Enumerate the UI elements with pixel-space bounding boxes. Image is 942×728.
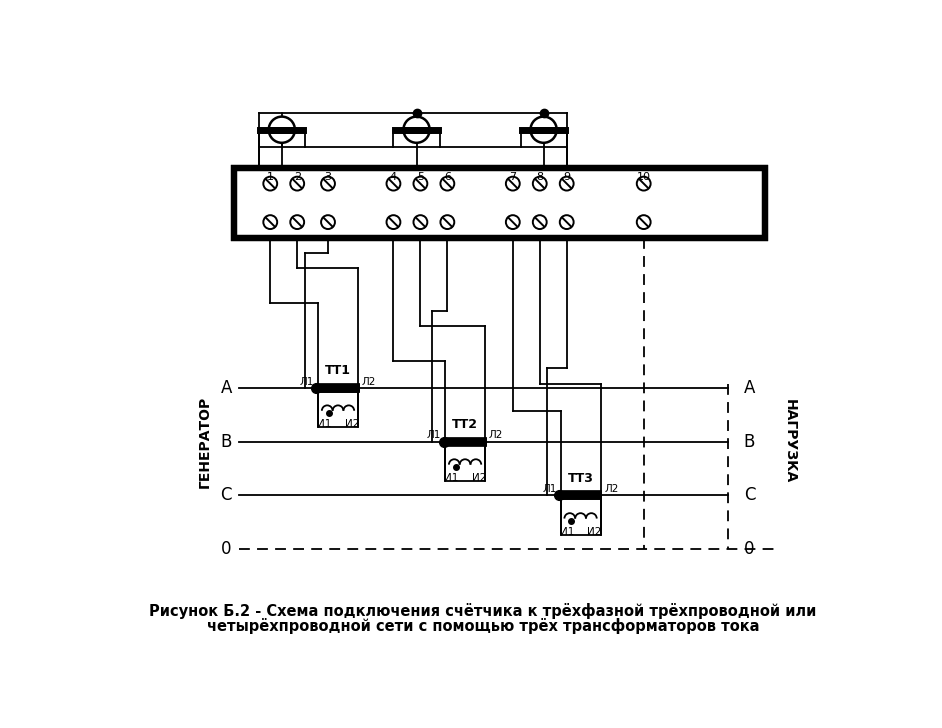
Circle shape [637,177,651,191]
Text: И1: И1 [317,419,332,430]
Circle shape [264,215,277,229]
Text: ГЕНЕРАТОР: ГЕНЕРАТОР [198,395,212,488]
Text: Л1: Л1 [427,430,441,440]
Circle shape [264,177,277,191]
Circle shape [414,215,428,229]
Text: И2: И2 [472,473,486,483]
Text: Л2: Л2 [489,430,503,440]
Text: Рисунок Б.2 - Схема подключения счётчика к трёхфазной трёхпроводной или: Рисунок Б.2 - Схема подключения счётчика… [149,603,817,619]
Circle shape [268,116,295,143]
Circle shape [290,177,304,191]
Circle shape [321,177,335,191]
Circle shape [530,116,557,143]
Text: B: B [744,432,755,451]
Text: Л1: Л1 [543,484,557,494]
Text: Л2: Л2 [362,376,376,387]
Text: 7: 7 [510,172,516,182]
Text: 10: 10 [637,172,651,182]
Circle shape [441,215,454,229]
Text: C: C [744,486,755,505]
Text: 0: 0 [744,540,755,558]
Text: четырёхпроводной сети с помощью трёх трансформаторов тока: четырёхпроводной сети с помощью трёх тра… [206,618,759,634]
Text: И2: И2 [345,419,359,430]
Circle shape [441,177,454,191]
Circle shape [290,215,304,229]
Text: ТТ3: ТТ3 [568,472,593,485]
Text: ТТ1: ТТ1 [325,364,351,377]
Text: И1: И1 [560,527,574,537]
Text: 1: 1 [267,172,274,182]
Text: 5: 5 [417,172,424,182]
Text: 6: 6 [444,172,451,182]
Circle shape [506,215,520,229]
Bar [234,168,765,237]
Text: 2: 2 [294,172,300,182]
Circle shape [560,177,574,191]
Text: 0: 0 [221,540,232,558]
Text: 3: 3 [324,172,332,182]
Text: И1: И1 [444,473,459,483]
Circle shape [533,215,546,229]
Text: B: B [220,432,232,451]
Circle shape [321,215,335,229]
Text: 4: 4 [390,172,397,182]
Circle shape [506,177,520,191]
Text: A: A [220,379,232,397]
Text: A: A [744,379,755,397]
Circle shape [533,177,546,191]
Text: ТТ2: ТТ2 [452,418,478,431]
Circle shape [386,215,400,229]
Text: C: C [220,486,232,505]
Circle shape [403,116,430,143]
Circle shape [637,215,651,229]
Circle shape [560,215,574,229]
Text: Л2: Л2 [605,484,619,494]
Text: 8: 8 [536,172,544,182]
Circle shape [386,177,400,191]
Text: Л1: Л1 [300,376,314,387]
Bar [234,168,765,237]
Circle shape [414,177,428,191]
Text: И2: И2 [587,527,602,537]
Text: НАГРУЗКА: НАГРУЗКА [783,400,797,483]
Text: 9: 9 [563,172,570,182]
